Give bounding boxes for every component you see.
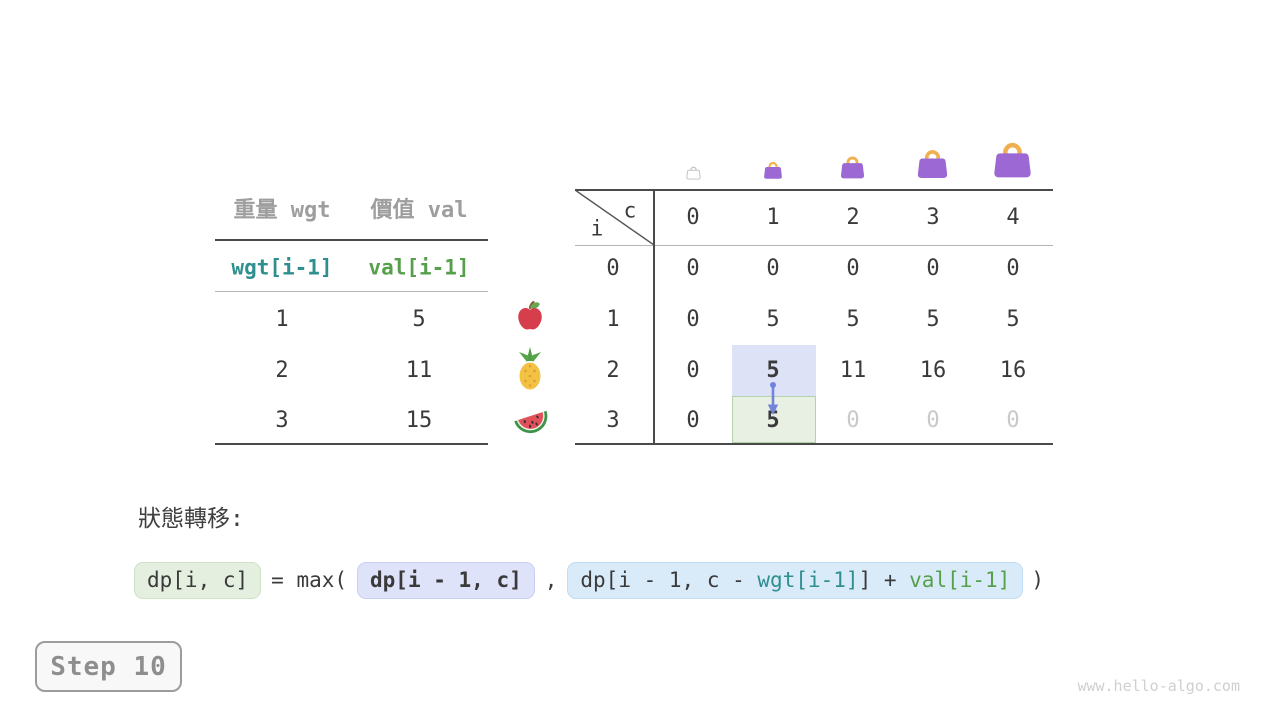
dp-target-cell-highlight: [732, 396, 816, 443]
dp-col-header-1: 1: [766, 205, 780, 230]
dp-cell-1-1: 5: [766, 307, 780, 332]
items-value-header: 價值 val: [370, 198, 468, 223]
dp-cell-2-2: 11: [839, 358, 867, 383]
dp-col-header-2: 2: [846, 205, 860, 230]
bag-small-icon: [764, 161, 782, 179]
dp-corner-diagonal: [575, 190, 654, 245]
dp-cell-3-4: 0: [1006, 408, 1020, 433]
items-table-bottom-rule: [215, 443, 488, 445]
dp-col-header-4: 4: [1006, 205, 1020, 230]
dp-corner-row-var: i: [590, 216, 604, 241]
dp-row-label-1: 1: [606, 307, 620, 332]
formula-closing-paren: ): [1031, 568, 1044, 592]
dp-cell-3-1-target: 5: [766, 408, 780, 433]
formula-lhs-box: dp[i, c]: [134, 561, 262, 599]
dp-col-header-0: 0: [686, 205, 700, 230]
item-val-3: 15: [405, 408, 433, 433]
dp-table-bottom-rule: [575, 443, 1053, 445]
formula-op: = max(: [271, 568, 348, 592]
dp-corner-col-var: c: [623, 198, 637, 223]
dp-cell-1-3: 5: [926, 307, 940, 332]
dp-cell-0-4: 0: [1006, 256, 1020, 281]
dp-cell-3-3: 0: [926, 408, 940, 433]
items-value-subheader: val[i-1]: [368, 255, 470, 280]
bag-ghost-icon: [686, 166, 701, 180]
items-weight-subheader: wgt[i-1]: [231, 255, 333, 280]
dp-cell-1-4: 5: [1006, 307, 1020, 332]
dp-cell-2-1-source: 5: [766, 358, 780, 383]
formula-row: dp[i, c] = max( dp[i - 1, c] , dp[i - 1,…: [134, 560, 1054, 600]
dp-cell-1-2: 5: [846, 307, 860, 332]
formula-arg2-box: dp[i - 1, c - wgt[i-1]] + val[i-1]: [567, 561, 1024, 599]
watermelon-icon: [514, 410, 548, 434]
dp-cell-0-3: 0: [926, 256, 940, 281]
item-wgt-1: 1: [275, 307, 289, 332]
formula-separator: ,: [544, 568, 558, 592]
dp-cell-2-4: 16: [999, 358, 1027, 383]
dp-cell-3-2: 0: [846, 408, 860, 433]
dp-cell-2-0: 0: [686, 358, 700, 383]
dp-cell-2-3: 16: [919, 358, 947, 383]
dp-row-label-0: 0: [606, 256, 620, 281]
transition-arrow-icon: [767, 382, 779, 415]
bag-medium-icon: [840, 156, 865, 179]
dp-table-header-rule: [575, 245, 1053, 246]
items-weight-header: 重量 wgt: [233, 198, 331, 223]
dp-cell-0-2: 0: [846, 256, 860, 281]
dp-cell-0-1: 0: [766, 256, 780, 281]
dp-table-vertical-rule: [653, 189, 655, 445]
item-wgt-3: 3: [275, 408, 289, 433]
dp-cell-3-0: 0: [686, 408, 700, 433]
items-table-subheader-rule: [215, 291, 488, 292]
formula-label: 狀態轉移:: [138, 506, 244, 532]
item-wgt-2: 2: [275, 358, 289, 383]
dp-row-label-3: 3: [606, 408, 620, 433]
formula-arg2-prefix: dp[i - 1, c -: [580, 567, 758, 592]
formula-arg2-bracket: ]: [858, 567, 872, 592]
bag-large-icon: [917, 150, 948, 178]
dp-row-label-2: 2: [606, 358, 620, 383]
formula-arg2-wgt: wgt[i-1]: [757, 567, 859, 592]
dp-cell-1-0: 0: [686, 307, 700, 332]
formula-arg1-box: dp[i - 1, c]: [357, 561, 535, 599]
pineapple-icon: [519, 347, 541, 390]
items-table-header-rule: [215, 239, 488, 241]
item-val-2: 11: [405, 358, 433, 383]
bag-xlarge-icon: [994, 143, 1031, 178]
dp-col-header-3: 3: [926, 205, 940, 230]
formula-arg2-plus: +: [871, 567, 910, 592]
dp-cell-0-0: 0: [686, 256, 700, 281]
apple-icon: [518, 300, 542, 330]
item-val-1: 5: [412, 307, 426, 332]
dp-table-top-rule: [575, 189, 1053, 191]
watermark: www.hello-algo.com: [1077, 677, 1240, 695]
formula-arg2-val: val[i-1]: [909, 567, 1011, 592]
step-badge: Step 10: [35, 641, 182, 692]
